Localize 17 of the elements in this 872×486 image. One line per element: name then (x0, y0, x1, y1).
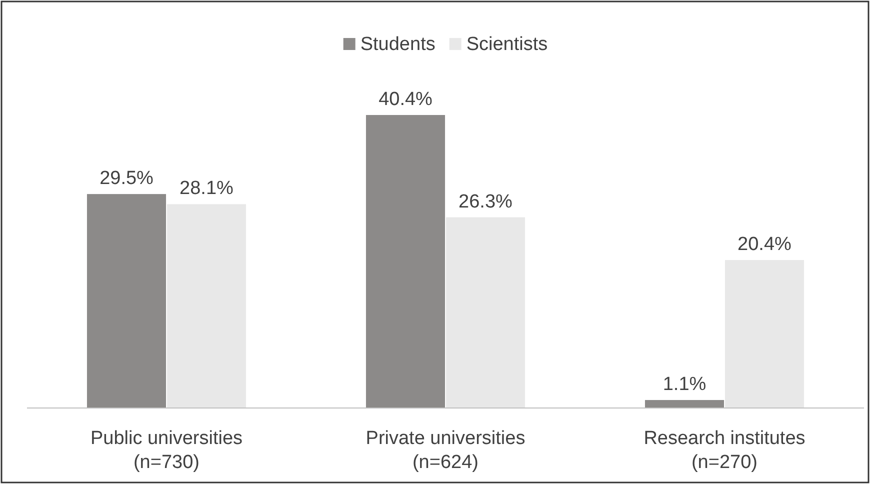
legend-label: Scientists (466, 34, 548, 55)
bar (366, 115, 446, 408)
data-label: 1.1% (662, 374, 706, 396)
x-tick-label: Private universities (n=624) (366, 428, 526, 473)
bar (166, 204, 246, 408)
bar (446, 217, 526, 408)
bar (86, 194, 166, 408)
data-label: 28.1% (180, 178, 234, 200)
x-tick-label: Research institutes (n=270) (644, 428, 806, 473)
x-tick-label: Public universities (n=730) (90, 428, 243, 473)
legend-label: Students (360, 34, 436, 55)
bar (724, 260, 804, 408)
data-label: 40.4% (378, 89, 433, 110)
data-label: 26.3% (458, 191, 513, 212)
bar (644, 400, 724, 408)
data-label: 20.4% (738, 234, 792, 256)
data-label: 29.5% (100, 168, 154, 190)
